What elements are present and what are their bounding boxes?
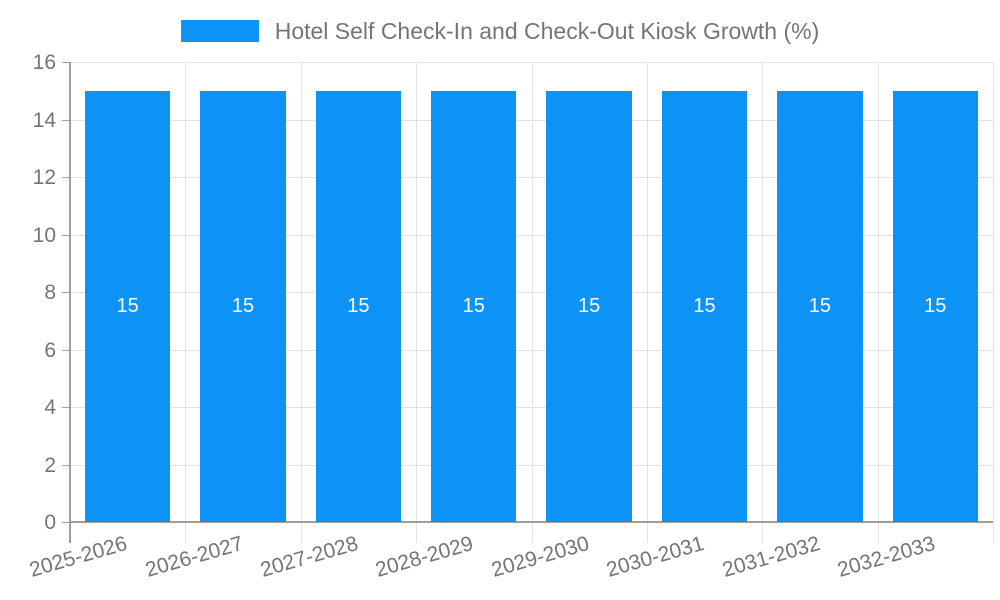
bar-value-label: 15 <box>693 294 716 317</box>
gridline-vertical <box>185 62 187 543</box>
y-tick-mark <box>62 119 70 121</box>
x-tick-label: 2026-2027 <box>142 532 246 582</box>
gridline-vertical <box>300 62 302 543</box>
y-tick-label: 10 <box>32 223 56 247</box>
bar: 15 <box>661 90 748 522</box>
x-axis-line <box>70 521 993 523</box>
x-tick-label: 2029-2030 <box>488 532 592 582</box>
gridline-vertical <box>762 62 764 543</box>
y-tick-label: 16 <box>32 51 56 74</box>
chart-legend: Hotel Self Check-In and Check-Out Kiosk … <box>0 14 1000 48</box>
x-tick-label: 2025-2026 <box>27 532 131 582</box>
bar: 15 <box>200 90 286 522</box>
bar-value-label: 15 <box>347 294 370 317</box>
y-tick-mark <box>62 407 70 408</box>
y-tick-mark <box>62 464 70 466</box>
y-tick-label: 6 <box>44 338 56 362</box>
legend-swatch-icon <box>180 20 259 42</box>
bar: 15 <box>777 90 863 522</box>
gridline-vertical <box>416 62 418 543</box>
y-tick-mark <box>62 349 70 351</box>
x-tick-label: 2031-2032 <box>719 532 823 582</box>
bar-value-label: 15 <box>231 294 255 317</box>
gridline-vertical <box>646 62 648 543</box>
y-tick-mark <box>62 292 70 293</box>
chart-title: Hotel Self Check-In and Check-Out Kiosk … <box>274 17 820 44</box>
bar: 15 <box>431 90 517 522</box>
bar-value-label: 15 <box>578 294 601 317</box>
y-tick-label: 2 <box>44 453 56 477</box>
y-tick-label: 0 <box>44 511 56 534</box>
y-tick-label: 14 <box>32 108 56 132</box>
bar: 15 <box>546 90 632 522</box>
y-tick-label: 8 <box>44 281 56 304</box>
bar: 15 <box>84 90 171 522</box>
y-tick-label: 12 <box>32 166 56 189</box>
y-tick-mark <box>62 177 70 178</box>
y-tick-label: 4 <box>44 396 56 419</box>
gridline-vertical <box>877 62 879 543</box>
x-tick-label: 2030-2031 <box>604 532 707 582</box>
bar: 15 <box>892 90 978 522</box>
x-tick-label: 2032-2033 <box>834 532 938 582</box>
gridline-vertical <box>993 62 994 543</box>
y-tick-mark <box>62 62 70 63</box>
bar: 15 <box>315 90 402 522</box>
gridline-vertical <box>531 62 533 543</box>
y-tick-mark <box>62 522 70 523</box>
y-tick-mark <box>62 234 70 236</box>
x-tick-label: 2028-2029 <box>373 532 477 582</box>
bar-value-label: 15 <box>116 294 139 317</box>
bar-value-label: 15 <box>462 294 485 317</box>
bar-value-label: 15 <box>808 294 832 317</box>
y-axis-line <box>69 62 71 543</box>
bar-value-label: 15 <box>924 294 947 317</box>
x-tick-label: 2027-2028 <box>257 532 361 582</box>
